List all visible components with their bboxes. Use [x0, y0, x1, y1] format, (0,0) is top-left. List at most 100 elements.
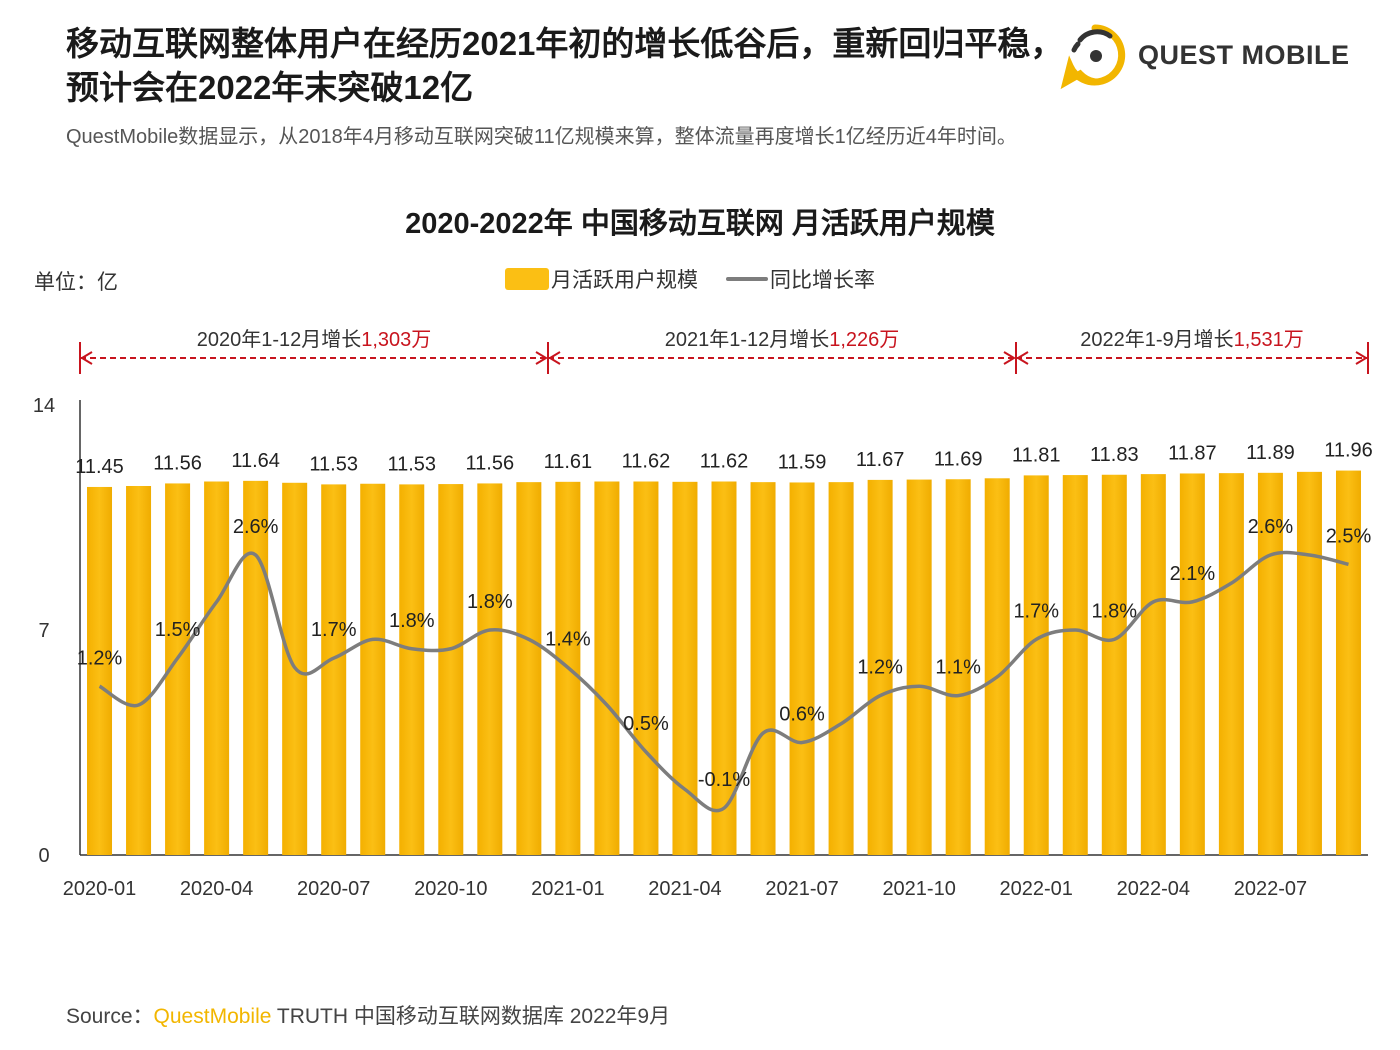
growth-rate-label: 2.6%: [233, 516, 279, 538]
bar: [984, 478, 1010, 855]
growth-rate-label: 1.7%: [311, 619, 357, 641]
x-tick-label: 2022-07: [1234, 878, 1307, 900]
growth-range-value: 1,303万: [361, 329, 431, 351]
bar-value-label: 11.61: [544, 451, 593, 473]
brand-logo: QUEST MOBILE: [1060, 20, 1360, 90]
bar: [1296, 471, 1322, 855]
x-tick-label: 2022-04: [1117, 878, 1190, 900]
bar: [399, 484, 425, 855]
bar-value-label: 11.62: [622, 451, 671, 473]
growth-range-arrow-left: [80, 351, 93, 365]
bar-value-label: 11.89: [1246, 442, 1295, 464]
x-tick-label: 2021-07: [765, 878, 838, 900]
x-tick-label: 2022-01: [1000, 878, 1073, 900]
bar: [1257, 472, 1283, 855]
x-tick-label: 2020-07: [297, 878, 370, 900]
growth-rate-label: -0.1%: [698, 769, 750, 791]
source-note: Source：QuestMobile TRUTH 中国移动互联网数据库 2022…: [66, 1000, 670, 1030]
x-tick-label: 2020-04: [180, 878, 253, 900]
bar-value-label: 11.81: [1012, 444, 1061, 466]
bar: [828, 482, 854, 855]
legend-bar-label: 月活跃用户规模: [551, 269, 698, 292]
bar-value-label: 11.67: [856, 449, 905, 471]
bar: [243, 480, 269, 855]
x-tick-label: 2020-01: [63, 878, 136, 900]
growth-range-arrow-left: [548, 351, 561, 365]
bar: [360, 483, 386, 855]
bar-value-label: 11.64: [231, 450, 280, 472]
bar: [204, 481, 230, 855]
growth-range-arrow-right: [1003, 351, 1016, 365]
growth-range-label: 2020年1-12月增长1,303万: [197, 328, 432, 351]
bar-value-label: 11.59: [778, 451, 827, 473]
growth-range-prefix: 2020年1-12月增长: [197, 328, 362, 351]
growth-rate-label: 2.6%: [1248, 516, 1294, 538]
legend-bar-swatch: [505, 268, 549, 290]
bar: [672, 481, 698, 855]
bar-value-label: 11.87: [1168, 442, 1217, 464]
bar: [711, 481, 737, 855]
y-tick-label: 14: [33, 395, 55, 417]
growth-rate-label: 1.8%: [1092, 600, 1138, 622]
source-prefix: Source：: [66, 1005, 154, 1028]
bar: [906, 479, 932, 855]
bar: [1335, 470, 1361, 855]
bar: [945, 479, 971, 855]
bar-value-label: 11.53: [309, 453, 358, 475]
growth-rate-label: 1.7%: [1013, 600, 1059, 622]
bar: [789, 482, 815, 855]
growth-rate-label: 1.1%: [935, 657, 981, 679]
x-tick-label: 2020-10: [414, 878, 487, 900]
bar: [516, 482, 542, 855]
bar: [438, 484, 464, 855]
bar-value-label: 11.62: [700, 451, 749, 473]
bar: [1101, 474, 1127, 855]
x-tick-label: 2021-04: [648, 878, 721, 900]
mau-chart: 0 7 14 2020年1-12月增长1,303万 2021年1-12月增长1,226万…: [33, 328, 1373, 900]
bar: [867, 479, 893, 855]
source-brand: QuestMobile: [153, 1005, 272, 1028]
bar-value-label: 11.53: [387, 453, 436, 475]
bar: [1023, 475, 1049, 855]
bar: [477, 483, 503, 855]
bar-value-label: 11.56: [466, 452, 515, 474]
growth-range-value: 1,226万: [829, 329, 899, 351]
bar: [750, 482, 776, 855]
questmobile-logo-icon: [1060, 24, 1126, 90]
bar: [1140, 474, 1166, 855]
bar: [321, 484, 347, 855]
chart-legend: 月活跃用户规模 同比增长率: [505, 264, 875, 294]
growth-rate-label: 1.8%: [467, 591, 513, 613]
growth-range-arrow-right: [535, 351, 548, 365]
bar-value-label: 11.69: [934, 448, 983, 470]
growth-range-arrow-right: [1355, 351, 1368, 365]
growth-range-prefix: 2022年1-9月增长: [1080, 328, 1233, 351]
chart-title: 2020-2022年 中国移动互联网 月活跃用户规模: [405, 208, 995, 240]
x-tick-label: 2021-01: [531, 878, 604, 900]
bar-value-label: 11.83: [1090, 444, 1139, 466]
growth-rate-label: 1.2%: [857, 657, 903, 679]
growth-rate-label: 1.5%: [155, 619, 201, 641]
growth-rate-line: [98, 550, 1349, 813]
subheadline: QuestMobile数据显示，从2018年4月移动互联网突破11亿规模来算，整…: [66, 126, 1017, 148]
growth-rate-label: 0.5%: [623, 713, 669, 735]
unit-label: 单位：亿: [34, 271, 118, 294]
growth-rate-label: 2.1%: [1170, 563, 1216, 585]
bar: [1218, 473, 1244, 855]
growth-range-value: 1,531万: [1234, 329, 1304, 351]
bar: [1062, 475, 1088, 855]
legend-line-swatch: [726, 277, 768, 281]
headline: 移动互联网整体用户在经历2021年初的增长低谷后，重新回归平稳，预计会在2022…: [66, 25, 1064, 106]
growth-rate-label: 2.5%: [1326, 525, 1372, 547]
bar-value-label: 11.45: [75, 456, 124, 478]
y-tick-label: 0: [38, 845, 49, 867]
legend-line-label: 同比增长率: [770, 269, 875, 292]
bar: [633, 481, 659, 855]
growth-rate-label: 1.2%: [77, 647, 123, 669]
bar: [87, 486, 113, 855]
bar: [594, 481, 620, 855]
bar: [126, 486, 152, 855]
source-rest: TRUTH 中国移动互联网数据库 2022年9月: [271, 1005, 671, 1028]
logo-text: QUEST MOBILE: [1138, 39, 1350, 70]
growth-range-label: 2021年1-12月增长1,226万: [665, 328, 900, 351]
